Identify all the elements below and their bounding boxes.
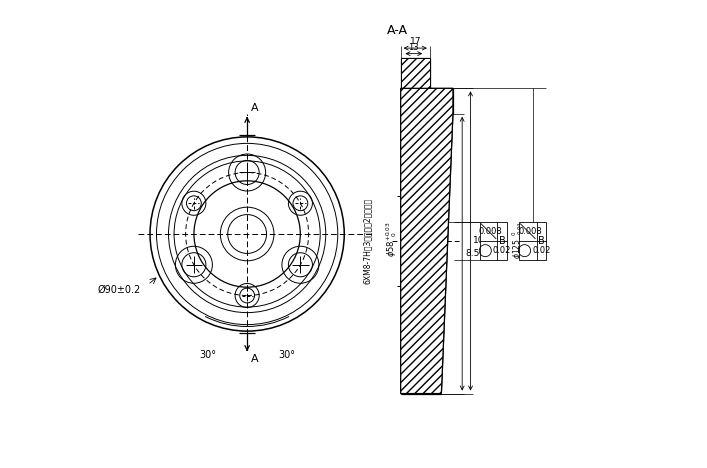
Text: B: B [538,236,545,246]
Text: $\phi$58$^{+0.03}_{\ \ 0}$: $\phi$58$^{+0.03}_{\ \ 0}$ [384,221,399,256]
Text: $\phi$125$^{\ \ 0}_{-0.04}$: $\phi$125$^{\ \ 0}_{-0.04}$ [510,221,525,259]
Text: A: A [251,354,259,364]
Polygon shape [401,58,430,88]
Text: B: B [498,236,506,246]
Text: 0.02: 0.02 [532,246,550,255]
Text: 13: 13 [409,43,419,52]
Text: 17: 17 [409,37,421,46]
Text: 6XM8-7H（3个一组，2组均布）: 6XM8-7H（3个一组，2组均布） [363,198,372,284]
Text: A: A [251,103,259,113]
Text: 30°: 30° [278,350,295,359]
Text: 10: 10 [473,236,485,245]
FancyBboxPatch shape [480,221,507,260]
Text: 8.5: 8.5 [465,249,479,258]
Text: A-A: A-A [387,23,408,37]
Text: 0.008: 0.008 [479,227,503,236]
FancyBboxPatch shape [519,221,547,260]
Text: 0.008: 0.008 [518,227,542,236]
Text: 30°: 30° [199,350,216,359]
Text: 0.02: 0.02 [493,246,511,255]
Polygon shape [401,88,453,394]
Text: Ø90±0.2: Ø90±0.2 [98,285,141,294]
